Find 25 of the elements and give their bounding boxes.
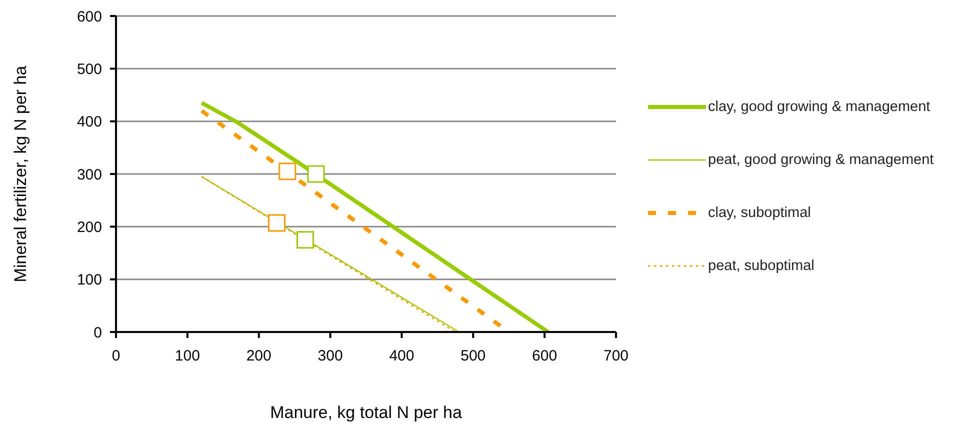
x-axis-title: Manure, kg total N per ha bbox=[270, 403, 462, 422]
legend-label: peat, suboptimal bbox=[708, 258, 814, 274]
point bbox=[268, 214, 286, 232]
x-tick-label: 600 bbox=[532, 348, 558, 365]
y-tick-label: 200 bbox=[76, 218, 102, 236]
x-tick-label: 200 bbox=[246, 348, 272, 365]
x-tick-label: 500 bbox=[460, 348, 486, 365]
legend-label: clay, suboptimal bbox=[708, 204, 811, 220]
y-tick-label: 100 bbox=[76, 272, 102, 289]
y-tick-label: 600 bbox=[76, 8, 102, 26]
x-tick-label: 700 bbox=[603, 348, 629, 365]
point bbox=[296, 231, 314, 249]
point bbox=[278, 162, 296, 180]
y-tick-label: 500 bbox=[76, 60, 102, 78]
legend-label: clay, good growing & management bbox=[708, 98, 930, 114]
y-tick-label: 400 bbox=[76, 114, 102, 131]
y-tick-label: 0 bbox=[94, 324, 102, 342]
x-tick-label: 0 bbox=[112, 348, 120, 365]
x-tick-label: 400 bbox=[389, 348, 414, 365]
x-tick-label: 100 bbox=[174, 348, 200, 365]
point bbox=[307, 165, 325, 183]
y-axis-title: Mineral fertilizer, kg N per ha bbox=[11, 65, 30, 282]
legend-label: peat, good growing & management bbox=[708, 152, 934, 168]
x-tick-label: 300 bbox=[318, 348, 343, 365]
y-tick-label: 300 bbox=[76, 166, 102, 184]
